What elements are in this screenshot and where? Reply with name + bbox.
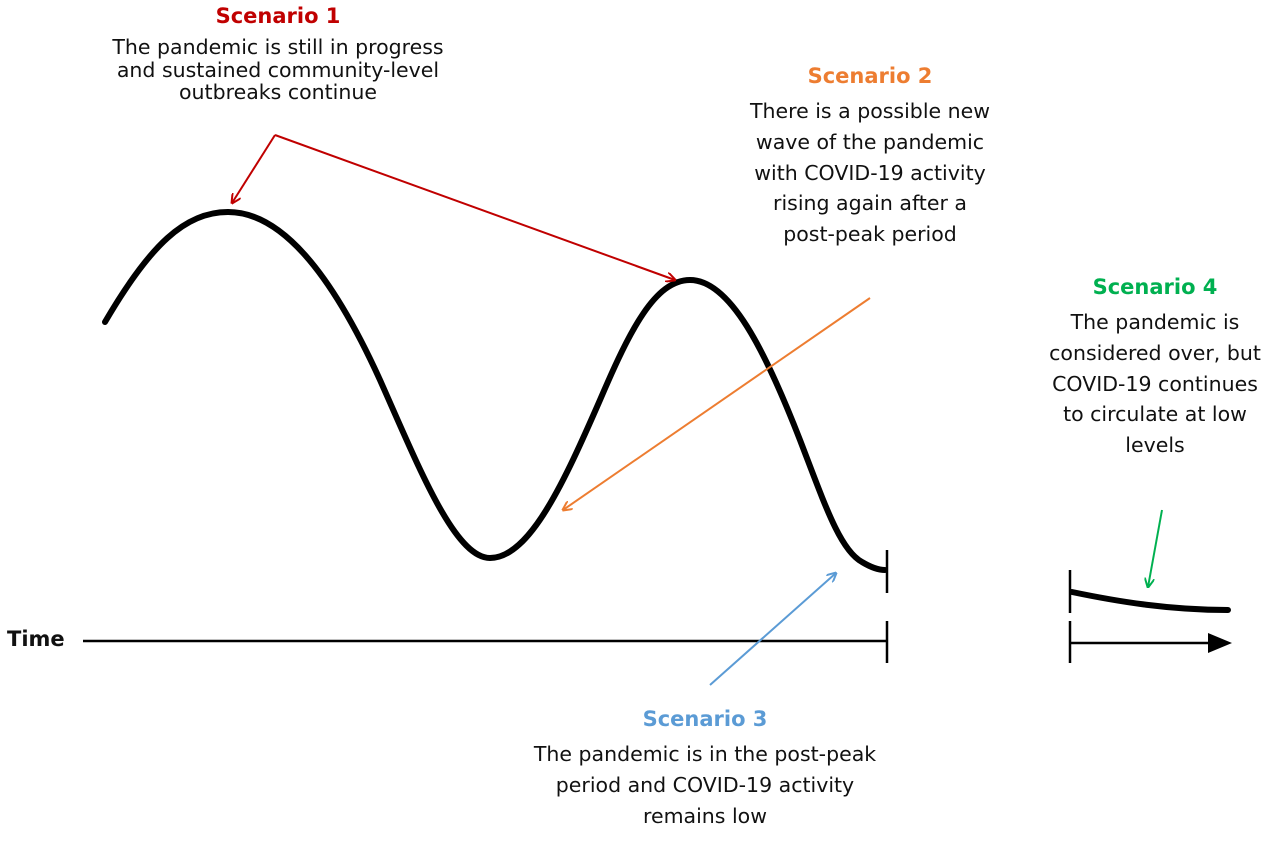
epidemic-curve (102, 208, 888, 573)
scenario4-arrow (1148, 509, 1163, 587)
scenario-1-title: Scenario 1 (215, 4, 341, 28)
scenario1-arrow-to-first-peak (232, 134, 276, 203)
scenario-3-description: The pandemic is in the post-peak period … (533, 742, 877, 828)
scenario-2-title: Scenario 2 (807, 64, 933, 88)
scenario-4-title: Scenario 4 (1092, 275, 1218, 299)
scenario-2-description: There is a possible new wave of the pand… (749, 99, 991, 246)
scenario1-arrow-to-second-peak (274, 134, 675, 280)
scenario-3-title: Scenario 3 (642, 707, 768, 731)
time-axis-label: Time (7, 627, 65, 651)
scenario2-arrow (563, 297, 871, 510)
scenario-4-description: The pandemic is considered over, but COV… (1049, 310, 1261, 457)
scenario-1-callout: Scenario 1 The pandemic is still in prog… (68, 4, 488, 104)
time-axis-arrowhead (1208, 633, 1232, 653)
scenario3-arrow (709, 573, 836, 686)
scenario-2-callout: Scenario 2 There is a possible new wave … (700, 64, 1040, 250)
scenario-1-description: The pandemic is still in progress and su… (112, 35, 444, 105)
scenario-3-callout: Scenario 3 The pandemic is in the post-p… (490, 707, 920, 831)
scenario-4-callout: Scenario 4 The pandemic is considered ov… (1010, 275, 1280, 461)
low-level-curve (1069, 589, 1231, 613)
